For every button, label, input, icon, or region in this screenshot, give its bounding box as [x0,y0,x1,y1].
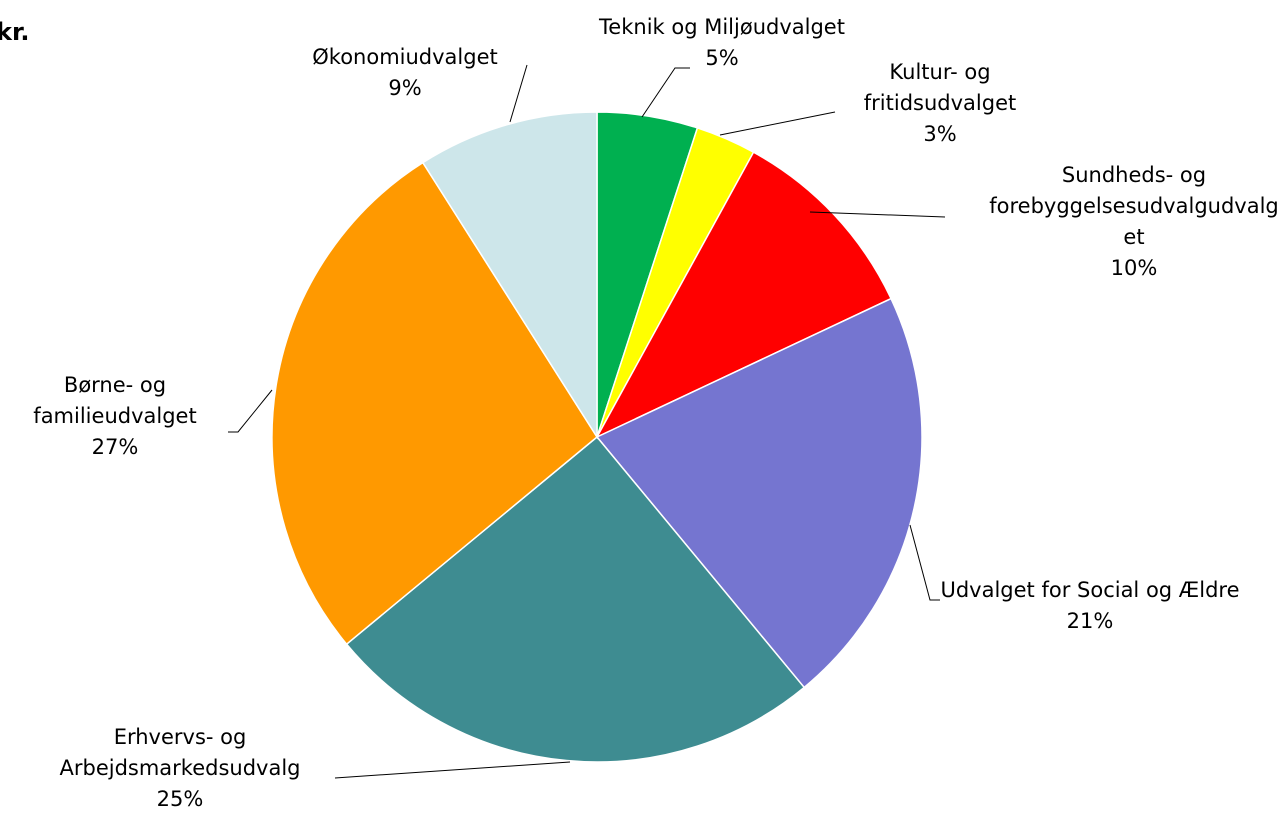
pie-slice [595,297,923,689]
pie-slice [271,161,598,646]
value-label: 21% [1066,609,1114,633]
data-label: Kultur- og fritidsudvalget 3% [820,57,1060,150]
category-label: Udvalget for Social og Ældre [940,578,1240,602]
category-label: Sundheds- og forebyggelsesudvalgudvalget [989,163,1279,249]
leader-line [228,389,273,433]
category-label: Børne- og familieudvalget [33,373,197,428]
chart-title: kr. [0,18,30,46]
value-label: 25% [156,787,204,811]
leader-line [509,64,528,123]
leader-line [641,67,690,118]
category-label: Erhvervs- og Arbejdsmarkedsudvalg [59,725,301,780]
data-label: Børne- og familieudvalget 27% [0,370,230,463]
data-label: Erhvervs- og Arbejdsmarkedsudvalg 25% [20,722,340,815]
pie-slice [421,111,598,440]
leader-line [334,761,571,779]
value-label: 5% [705,46,739,70]
data-label: Udvalget for Social og Ældre 21% [930,575,1250,637]
leader-line [809,211,946,218]
pie-slice [345,435,806,763]
value-label: 3% [923,122,957,146]
category-label: Økonomiudvalget [312,45,498,69]
data-label: Sundheds- og forebyggelsesudvalgudvalget… [988,160,1280,284]
value-label: 27% [91,435,139,459]
category-label: Teknik og Miljøudvalget [599,15,845,39]
value-label: 10% [1110,256,1158,280]
data-label: Økonomiudvalget 9% [270,42,540,104]
value-label: 9% [388,76,422,100]
pie-slice [595,151,893,439]
leader-line [909,524,940,601]
category-label: Kultur- og fritidsudvalget [863,60,1017,115]
leader-line [719,111,836,136]
data-label: Teknik og Miljøudvalget 5% [557,12,887,74]
